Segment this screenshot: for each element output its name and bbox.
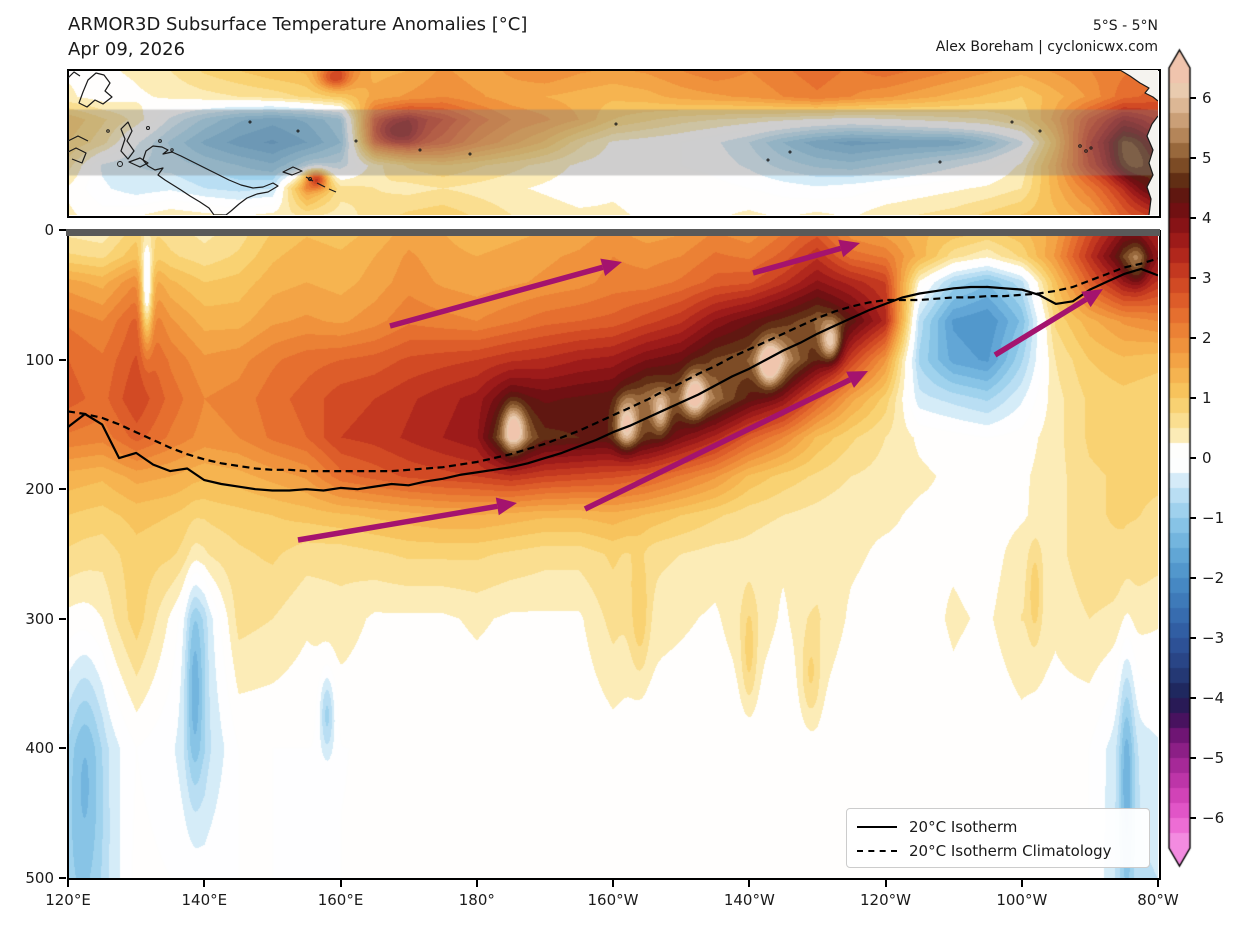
section-surface-bar	[66, 229, 1160, 236]
y-tick-label: 500	[25, 869, 54, 887]
y-tick	[59, 617, 66, 620]
x-tick	[67, 880, 69, 887]
x-tick-label: 120°W	[860, 891, 911, 909]
colorbar-tick-label: −2	[1202, 569, 1225, 587]
legend-entry-isotherm: 20°C Isotherm	[857, 815, 1139, 839]
colorbar-tick-label: 2	[1202, 329, 1212, 347]
colorbar-tick-label: −5	[1202, 749, 1225, 767]
colorbar-tick	[1190, 637, 1196, 639]
legend-label-climatology: 20°C Isotherm Climatology	[909, 842, 1112, 860]
colorbar-tick-label: 4	[1202, 209, 1212, 227]
header-right: 5°S - 5°N Alex Boreham | cyclonicwx.com	[936, 16, 1158, 58]
colorbar-tick	[1190, 217, 1196, 219]
colorbar-tick-label: 0	[1202, 449, 1212, 467]
colorbar-tick-label: 1	[1202, 389, 1212, 407]
x-tick-label: 140°W	[723, 891, 775, 909]
x-tick	[475, 880, 478, 887]
x-tick	[1020, 880, 1023, 887]
x-tick	[884, 880, 887, 887]
x-tick	[339, 880, 342, 887]
colorbar-tick	[1190, 397, 1196, 399]
colorbar-tick	[1190, 277, 1196, 279]
x-tick-label: 160°E	[317, 891, 364, 909]
colorbar-tick-label: 6	[1202, 89, 1212, 107]
x-tick	[203, 880, 206, 887]
colorbar-tick	[1190, 157, 1196, 159]
y-tick	[59, 877, 66, 879]
y-tick	[59, 488, 66, 491]
colorbar-tick	[1190, 517, 1196, 519]
colorbar-tick-label: 3	[1202, 269, 1212, 287]
x-tick	[748, 880, 751, 887]
dashed-line-swatch	[857, 850, 897, 852]
latitude-band-label: 5°S - 5°N	[1092, 18, 1158, 34]
title-block: ARMOR3D Subsurface Temperature Anomalies…	[68, 12, 527, 62]
colorbar-tick	[1190, 97, 1196, 99]
x-tick	[1157, 880, 1159, 887]
y-tick	[59, 358, 66, 361]
map-panel-border	[67, 69, 1161, 218]
colorbar-tick-label: −4	[1202, 689, 1225, 707]
page-title: ARMOR3D Subsurface Temperature Anomalies…	[68, 14, 528, 35]
legend-entry-climatology: 20°C Isotherm Climatology	[857, 839, 1139, 863]
x-tick-label: 180°	[458, 891, 495, 909]
y-tick	[59, 229, 66, 231]
colorbar-tick	[1190, 757, 1196, 759]
y-tick-label: 300	[25, 609, 54, 628]
x-tick-label: 140°E	[181, 891, 228, 909]
section-panel-border	[67, 230, 1161, 880]
colorbar-tick-label: −6	[1202, 809, 1225, 827]
y-tick-label: 200	[25, 480, 54, 499]
y-tick-label: 100	[25, 350, 54, 369]
y-tick-label: 400	[25, 739, 54, 758]
colorbar-tick	[1190, 817, 1196, 819]
legend-label-isotherm: 20°C Isotherm	[909, 818, 1018, 836]
colorbar-tick-label: 5	[1202, 149, 1212, 167]
x-tick-label: 100°W	[996, 891, 1048, 909]
colorbar-tick	[1190, 577, 1196, 579]
date-label: Apr 09, 2026	[68, 39, 186, 60]
x-tick-label: 80°W	[1137, 891, 1179, 909]
solid-line-swatch	[857, 826, 897, 828]
x-tick-label: 160°W	[587, 891, 639, 909]
colorbar-tick-label: −1	[1202, 509, 1225, 527]
colorbar-tick	[1190, 697, 1196, 699]
colorbar-tick	[1190, 337, 1196, 339]
credit-label: Alex Boreham | cyclonicwx.com	[935, 39, 1158, 55]
y-tick-label: 0	[44, 221, 54, 239]
x-tick-label: 120°E	[45, 891, 91, 909]
legend-box: 20°C Isotherm 20°C Isotherm Climatology	[846, 808, 1150, 868]
colorbar-tick-label: −3	[1202, 629, 1225, 647]
y-tick	[59, 747, 66, 750]
x-tick	[612, 880, 614, 887]
colorbar-tick	[1190, 457, 1196, 459]
colorbar	[1166, 48, 1194, 868]
